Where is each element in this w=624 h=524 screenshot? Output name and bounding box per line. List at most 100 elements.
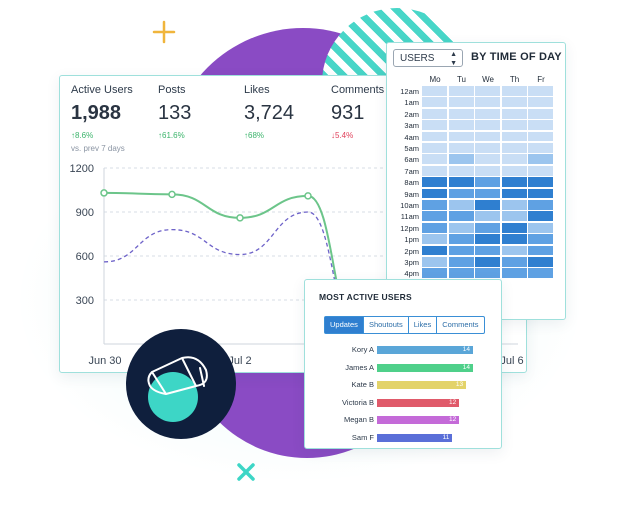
heatmap-cell[interactable] <box>448 177 474 188</box>
heatmap-cell[interactable] <box>422 268 447 279</box>
heatmap-cell[interactable] <box>475 234 500 245</box>
heatmap-cell[interactable] <box>422 154 447 165</box>
heatmap-cell[interactable] <box>475 154 500 165</box>
heatmap-cell[interactable] <box>528 222 553 233</box>
tab-updates[interactable]: Updates <box>325 317 363 333</box>
heatmap-cell[interactable] <box>422 211 447 222</box>
user-row[interactable]: Kory A 14 <box>305 344 501 356</box>
heatmap-cell[interactable] <box>528 234 553 245</box>
heatmap-cell[interactable] <box>501 86 527 96</box>
stat-comments[interactable]: Comments 931 ↓5.4% <box>331 84 384 140</box>
heatmap-cell[interactable] <box>501 143 527 153</box>
heatmap-cell[interactable] <box>422 108 447 119</box>
tab-shoutouts[interactable]: Shoutouts <box>362 317 408 333</box>
heatmap-cell[interactable] <box>448 211 474 222</box>
heatmap-cell[interactable] <box>501 211 527 222</box>
heatmap-cell[interactable] <box>448 234 474 245</box>
stat-likes[interactable]: Likes 3,724 ↑68% <box>244 84 294 140</box>
heatmap-cell[interactable] <box>501 188 527 199</box>
heatmap-cell[interactable] <box>448 131 474 142</box>
stat-posts[interactable]: Posts 133 ↑61.6% <box>158 84 191 140</box>
heatmap-cell[interactable] <box>448 108 474 119</box>
stat-active-users[interactable]: Active Users 1,988 ↑8.6% vs. prev 7 days <box>71 84 133 153</box>
heatmap-cell[interactable] <box>501 200 527 210</box>
heatmap-cell[interactable] <box>528 188 553 199</box>
user-row[interactable]: James A 14 <box>305 362 501 374</box>
heatmap-cell[interactable] <box>422 200 447 210</box>
data-point[interactable] <box>304 192 312 200</box>
heatmap-cell[interactable] <box>475 245 500 256</box>
heatmap-cell[interactable] <box>528 257 553 267</box>
heatmap-cell[interactable] <box>501 268 527 279</box>
heatmap-cell[interactable] <box>422 257 447 267</box>
data-point[interactable] <box>236 214 244 222</box>
heatmap-cell[interactable] <box>475 165 500 176</box>
heatmap-cell[interactable] <box>528 97 553 108</box>
heatmap-cell[interactable] <box>528 108 553 119</box>
heatmap-cell[interactable] <box>422 143 447 153</box>
heatmap-cell[interactable] <box>501 177 527 188</box>
heatmap-cell[interactable] <box>475 143 500 153</box>
heatmap-cell[interactable] <box>422 245 447 256</box>
heatmap-cell[interactable] <box>501 257 527 267</box>
heatmap-cell[interactable] <box>448 200 474 210</box>
heatmap-cell[interactable] <box>475 257 500 267</box>
heatmap-cell[interactable] <box>501 108 527 119</box>
heatmap-cell[interactable] <box>501 97 527 108</box>
heatmap-cell[interactable] <box>475 97 500 108</box>
heatmap-cell[interactable] <box>528 245 553 256</box>
heatmap-cell[interactable] <box>448 222 474 233</box>
heatmap-cell[interactable] <box>448 120 474 131</box>
heatmap-cell[interactable] <box>422 177 447 188</box>
heatmap-cell[interactable] <box>501 234 527 245</box>
heatmap-cell[interactable] <box>422 234 447 245</box>
heatmap-cell[interactable] <box>501 120 527 131</box>
heatmap-cell[interactable] <box>475 268 500 279</box>
heatmap-cell[interactable] <box>528 165 553 176</box>
tab-comments[interactable]: Comments <box>436 317 483 333</box>
heatmap-cell[interactable] <box>448 245 474 256</box>
user-row[interactable]: Kate B 13 <box>305 379 501 391</box>
heatmap-cell[interactable] <box>528 131 553 142</box>
heatmap-cell[interactable] <box>475 131 500 142</box>
data-point[interactable] <box>168 190 176 199</box>
heatmap-cell[interactable] <box>501 245 527 256</box>
tab-likes[interactable]: Likes <box>407 317 437 333</box>
user-row[interactable]: Megan B 12 <box>305 414 501 426</box>
heatmap-cell[interactable] <box>475 177 500 188</box>
heatmap-cell[interactable] <box>528 200 553 210</box>
heatmap-cell[interactable] <box>528 143 553 153</box>
heatmap-cell[interactable] <box>448 257 474 267</box>
heatmap-cell[interactable] <box>422 97 447 108</box>
heatmap-cell[interactable] <box>448 268 474 279</box>
heatmap-cell[interactable] <box>501 222 527 233</box>
heatmap-cell[interactable] <box>475 188 500 199</box>
heatmap-cell[interactable] <box>422 222 447 233</box>
heatmap-cell[interactable] <box>448 165 474 176</box>
heatmap-cell[interactable] <box>422 120 447 131</box>
heatmap-cell[interactable] <box>501 165 527 176</box>
heatmap-cell[interactable] <box>528 154 553 165</box>
heatmap-cell[interactable] <box>528 211 553 222</box>
heatmap-cell[interactable] <box>475 222 500 233</box>
heatmap-cell[interactable] <box>475 120 500 131</box>
heatmap-cell[interactable] <box>422 131 447 142</box>
heatmap-cell[interactable] <box>528 177 553 188</box>
heatmap-cell[interactable] <box>475 86 500 96</box>
data-point[interactable] <box>100 189 108 197</box>
heatmap-cell[interactable] <box>448 86 474 96</box>
heatmap-cell[interactable] <box>448 154 474 165</box>
heatmap-cell[interactable] <box>475 211 500 222</box>
heatmap-cell[interactable] <box>422 86 447 96</box>
heatmap-cell[interactable] <box>448 188 474 199</box>
heatmap-cell[interactable] <box>475 200 500 210</box>
metric-select[interactable]: USERS ▲ ▼ <box>393 49 463 67</box>
user-row[interactable]: Sam F 11 <box>305 432 501 444</box>
heatmap-cell[interactable] <box>422 165 447 176</box>
user-row[interactable]: Victoria B 12 <box>305 397 501 409</box>
heatmap-cell[interactable] <box>528 268 553 279</box>
heatmap-cell[interactable] <box>501 154 527 165</box>
heatmap-cell[interactable] <box>422 188 447 199</box>
heatmap-cell[interactable] <box>448 143 474 153</box>
heatmap-cell[interactable] <box>501 131 527 142</box>
